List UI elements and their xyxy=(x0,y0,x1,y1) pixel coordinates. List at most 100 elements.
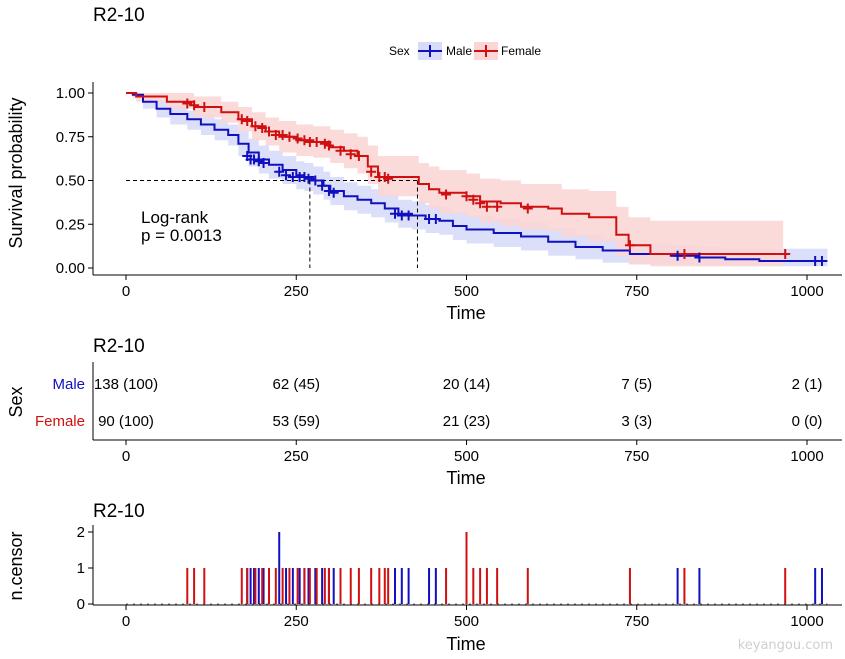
x-tick-label: 0 xyxy=(122,448,130,465)
censor-mark-female xyxy=(311,137,322,147)
y-tick-label: 1.00 xyxy=(56,85,85,102)
x-tick-label: 750 xyxy=(624,613,649,630)
x-tick-label: 500 xyxy=(454,448,479,465)
censor-mark-female xyxy=(780,249,791,259)
y-axis-title: Survival probability xyxy=(6,97,26,248)
x-tick-label: 250 xyxy=(284,613,309,630)
x-tick-label: 250 xyxy=(284,283,309,300)
censor-y-tick-label: 1 xyxy=(77,560,85,577)
x-tick-label: 0 xyxy=(122,283,130,300)
censor-mark-female xyxy=(468,194,479,205)
x-tick-label: 250 xyxy=(284,448,309,465)
censor-y-axis-ticks: 0 1 2 xyxy=(77,524,93,613)
risk-cell-male: 138 (100) xyxy=(94,376,158,393)
x-tick-label: 500 xyxy=(454,613,479,630)
censor-mark-female xyxy=(345,149,356,160)
risk-cell-female: 21 (23) xyxy=(443,413,491,430)
censor-y-tick-label: 2 xyxy=(77,524,85,541)
censor-mark-male xyxy=(249,154,260,165)
x-axis-ticks: 0 250 500 750 1000 xyxy=(122,275,824,300)
survival-curve-male xyxy=(126,92,828,262)
legend-key-female xyxy=(474,42,498,60)
censor-mark-male xyxy=(310,175,321,186)
censor-x-axis-ticks: 0 250 500 750 1000 xyxy=(122,605,824,630)
risk-cell-female: 3 (3) xyxy=(621,413,652,430)
censor-panel: R2-10 0 1 2 0 250 500 750 1000 Time n.censor xyxy=(6,501,842,654)
censor-mark-male xyxy=(672,250,683,261)
x-tick-label: 1000 xyxy=(790,448,823,465)
censor-mark-male xyxy=(303,173,314,184)
x-tick-label: 500 xyxy=(454,283,479,300)
censor-mark-female xyxy=(236,114,247,125)
y-tick-label: 0.50 xyxy=(56,173,85,190)
risk-cell-male: 2 (1) xyxy=(792,376,823,393)
censor-mark-male xyxy=(281,170,292,181)
risk-row-label-female: Female xyxy=(35,413,85,430)
risk-table-panel: R2-10 Male 138 (100) 62 (45) 20 (14) 7 (5) 2 … xyxy=(6,336,842,488)
watermark: keyangou.com xyxy=(737,638,833,653)
y-axis-ticks: 0.00 0.25 0.50 0.75 1.00 xyxy=(56,85,93,277)
risk-cell-male: 7 (5) xyxy=(621,376,652,393)
risk-cell-male: 62 (45) xyxy=(272,376,320,393)
risk-cell-female: 53 (59) xyxy=(272,413,320,430)
legend-title: Sex xyxy=(389,44,410,58)
censor-mark-male xyxy=(323,186,334,196)
risk-x-axis-title: Time xyxy=(446,468,485,488)
censor-y-axis-title: n.censor xyxy=(6,531,26,600)
censor-mark-female xyxy=(323,140,334,151)
risk-x-axis-ticks: 0 250 500 750 1000 xyxy=(122,440,824,465)
y-tick-label: 0.75 xyxy=(56,129,85,146)
censor-mark-female xyxy=(277,130,288,140)
censor-mark-female xyxy=(481,201,492,212)
censor-mark-female xyxy=(441,189,452,200)
x-tick-label: 750 xyxy=(624,283,649,300)
censor-bars xyxy=(126,532,828,605)
x-tick-label: 1000 xyxy=(790,283,823,300)
censor-mark-male xyxy=(816,256,827,266)
censor-mark-female xyxy=(299,135,310,146)
censor-mark-female xyxy=(242,116,253,126)
censor-y-tick-label: 0 xyxy=(77,596,85,613)
risk-row-label-male: Male xyxy=(52,376,85,393)
legend-label-female: Female xyxy=(501,44,541,58)
censor-mark-female xyxy=(353,151,364,161)
censor-mark-female xyxy=(492,201,503,212)
median-reference-lines xyxy=(126,180,418,268)
censor-mark-male xyxy=(253,156,264,167)
censor-mark-female xyxy=(475,198,486,209)
censor-plot-title: R2-10 xyxy=(93,501,145,522)
censor-mark-male xyxy=(694,252,705,263)
censor-marks xyxy=(182,98,827,266)
censor-mark-female xyxy=(257,123,268,133)
censor-mark-female xyxy=(250,121,261,132)
logrank-label: Log-rank xyxy=(141,208,209,227)
confidence-bands xyxy=(126,93,828,267)
censor-mark-male xyxy=(258,158,269,168)
censor-mark-female xyxy=(199,102,210,112)
censor-mark-female xyxy=(624,240,635,251)
risk-cell-female: 90 (100) xyxy=(98,413,154,430)
risk-table-rows: Male 138 (100) 62 (45) 20 (14) 7 (5) 2 (1) Fem… xyxy=(35,376,822,430)
censor-mark-male xyxy=(328,187,339,198)
censor-mark-male xyxy=(317,180,328,191)
censor-mark-female xyxy=(264,126,275,137)
censor-mark-female xyxy=(522,203,533,214)
censor-mark-female xyxy=(383,173,394,184)
risk-table-title: R2-10 xyxy=(93,336,145,357)
confidence-band-female xyxy=(126,93,784,267)
x-tick-label: 750 xyxy=(624,448,649,465)
legend-label-male: Male xyxy=(446,44,472,58)
censor-mark-female xyxy=(679,249,690,259)
x-axis-title: Time xyxy=(446,303,485,323)
x-tick-label: 1000 xyxy=(790,613,823,630)
censor-mark-female xyxy=(182,98,193,109)
x-tick-label: 0 xyxy=(122,613,130,630)
censor-mark-male xyxy=(430,214,441,224)
censor-mark-male xyxy=(389,208,400,219)
logrank-pvalue: p = 0.0013 xyxy=(141,226,222,245)
censor-mark-male xyxy=(403,210,414,221)
legend-key-male xyxy=(418,42,442,60)
risk-cell-female: 0 (0) xyxy=(792,413,823,430)
censor-x-axis-title: Time xyxy=(446,634,485,654)
